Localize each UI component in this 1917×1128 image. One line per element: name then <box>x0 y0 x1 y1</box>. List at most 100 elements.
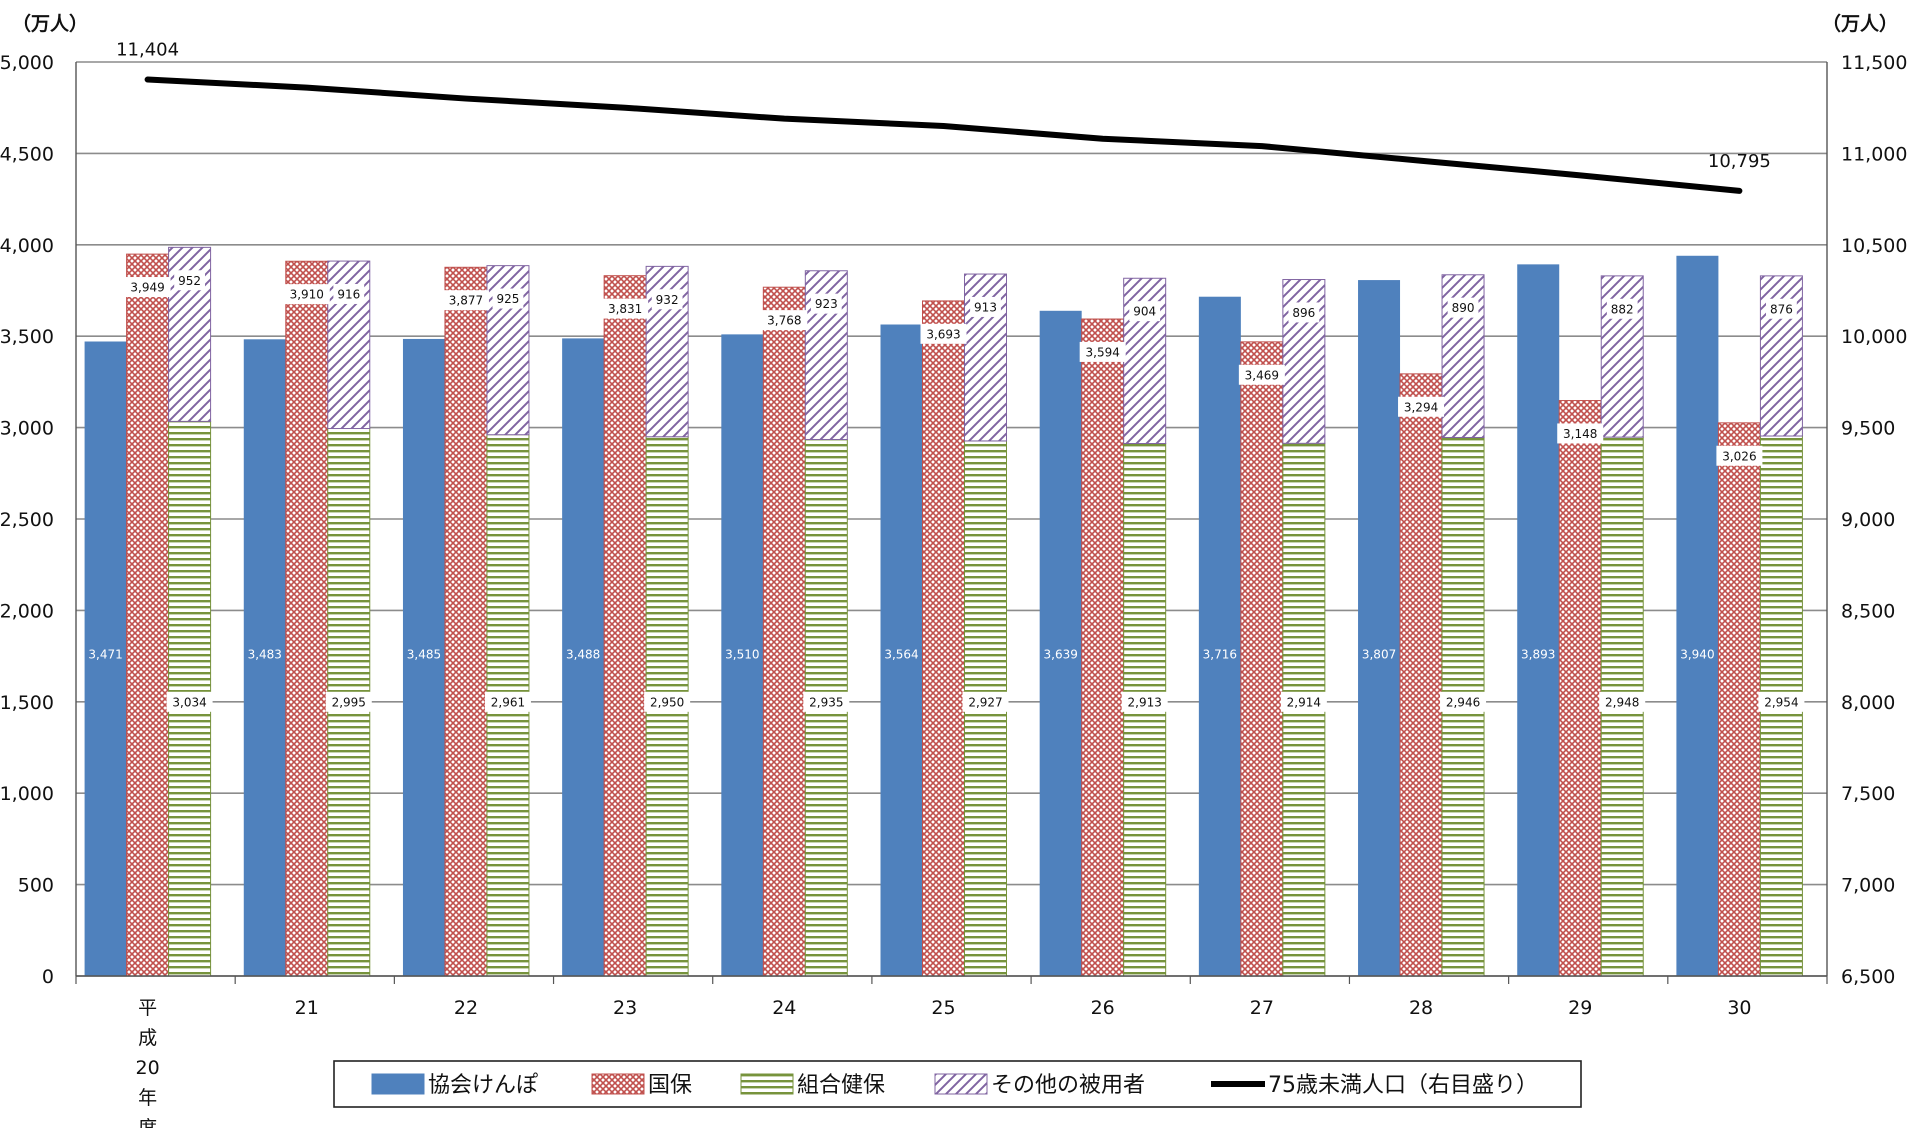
data-label-kokuho: 3,831 <box>608 302 642 316</box>
data-label-kyokai-kenpo: 3,893 <box>1521 647 1555 661</box>
data-label-sonota-hiyosha: 932 <box>656 293 679 307</box>
data-label-kumiai-kenpo: 2,927 <box>968 695 1002 709</box>
left-tick-label: 2,500 <box>0 509 54 531</box>
data-label-kumiai-kenpo: 2,935 <box>809 695 843 709</box>
bar-kokuho <box>444 266 488 977</box>
data-label-kumiai-kenpo: 2,948 <box>1605 695 1639 709</box>
x-tick-label: 平 <box>138 997 157 1019</box>
data-label-kokuho: 3,768 <box>767 314 801 328</box>
data-label-sonota-hiyosha-bg <box>1766 298 1797 319</box>
data-label-sonota-hiyosha: 952 <box>178 274 201 288</box>
right-tick-label: 10,000 <box>1841 326 1907 348</box>
data-label-kumiai-kenpo: 2,950 <box>650 695 684 709</box>
left-tick-label: 500 <box>18 875 54 897</box>
bar-kyokai-kenpo <box>84 341 127 976</box>
data-label-kokuho-bg <box>442 290 489 311</box>
data-label-sonota-hiyosha-bg <box>1288 302 1320 323</box>
data-label-kokuho: 3,949 <box>130 281 164 295</box>
x-tick-label: 27 <box>1250 997 1274 1019</box>
bar-kyokai-kenpo <box>880 324 923 976</box>
data-label-kumiai-kenpo: 2,913 <box>1128 695 1162 709</box>
legend-swatch-kumiai-kenpo <box>740 1073 794 1095</box>
left-tick-label: 3,500 <box>0 326 54 348</box>
data-label-sonota-hiyosha: 896 <box>1292 306 1315 320</box>
left-tick-label: 1,500 <box>0 692 54 714</box>
data-label-sonota-hiyosha: 925 <box>497 292 520 306</box>
left-tick-label: 1,000 <box>0 783 54 805</box>
bar-kyokai-kenpo <box>402 338 445 976</box>
data-label-kumiai-kenpo: 2,946 <box>1446 695 1480 709</box>
bar-kokuho <box>603 275 647 977</box>
data-label-kokuho-bg <box>602 298 649 319</box>
data-label-kumiai-kenpo-bg <box>325 691 372 712</box>
x-tick-label: 24 <box>772 997 796 1019</box>
left-tick-label: 2,000 <box>0 600 54 622</box>
bar-kyokai-kenpo <box>1358 280 1401 976</box>
data-label-kumiai-kenpo-bg <box>803 691 850 712</box>
data-label-kokuho: 3,693 <box>926 327 960 341</box>
right-tick-label: 6,500 <box>1841 966 1895 988</box>
right-tick-label: 11,500 <box>1841 52 1907 74</box>
x-tick-label: 29 <box>1568 997 1592 1019</box>
data-label-sonota-hiyosha-bg <box>810 293 842 314</box>
bar-kyokai-kenpo <box>562 338 605 977</box>
data-label-kokuho-bg <box>920 323 967 344</box>
left-tick-label: 3,000 <box>0 418 54 440</box>
data-label-sonota-hiyosha-bg <box>1447 297 1479 318</box>
data-label-kokuho-bg <box>1238 364 1285 385</box>
x-tick-label: 28 <box>1409 997 1433 1019</box>
legend-swatch-kyokai-kenpo <box>371 1073 425 1095</box>
data-label-kokuho: 3,026 <box>1722 449 1756 463</box>
data-label-sonota-hiyosha-bg <box>1606 298 1638 319</box>
bar-kyokai-kenpo <box>1676 255 1719 976</box>
x-tick-label: 22 <box>454 997 478 1019</box>
legend-swatch-kokuho <box>591 1073 645 1095</box>
population-last-label: 10,795 <box>1708 151 1771 172</box>
line-layer <box>144 76 1743 194</box>
bar-kokuho <box>762 286 806 977</box>
data-label-sonota-hiyosha-bg <box>174 270 205 291</box>
bar-kokuho <box>126 253 170 977</box>
data-label-sonota-hiyosha-bg <box>492 288 524 309</box>
data-label-kumiai-kenpo-bg <box>1121 691 1168 712</box>
bar-kokuho <box>285 260 329 977</box>
legend-swatch-sonota-hiyosha <box>934 1073 988 1095</box>
data-label-kokuho-bg <box>1716 445 1763 466</box>
data-label-sonota-hiyosha: 913 <box>974 300 997 314</box>
data-label-kokuho: 3,877 <box>449 294 483 308</box>
x-tick-label: 20 <box>135 1057 159 1079</box>
bar-kokuho <box>922 300 965 977</box>
data-label-kumiai-kenpo: 3,034 <box>172 695 206 709</box>
data-label-sonota-hiyosha: 876 <box>1770 302 1793 316</box>
data-label-sonota-hiyosha: 923 <box>815 297 838 311</box>
bar-kokuho <box>1717 422 1761 977</box>
data-label-kumiai-kenpo-bg <box>1599 691 1646 712</box>
data-label-sonota-hiyosha-bg <box>651 289 683 310</box>
data-label-kyokai-kenpo: 3,940 <box>1680 647 1714 661</box>
data-label-sonota-hiyosha: 890 <box>1452 301 1475 315</box>
right-axis-unit: （万人） <box>1822 12 1898 35</box>
x-tick-label: 度 <box>138 1117 157 1128</box>
legend-label: 75歳未満人口（右目盛り） <box>1268 1073 1538 1098</box>
data-label-kyokai-kenpo: 3,483 <box>248 647 282 661</box>
right-tick-label: 8,500 <box>1841 600 1895 622</box>
data-label-kumiai-kenpo-bg <box>1440 691 1487 712</box>
bar-kokuho <box>1558 400 1602 977</box>
left-tick-label: 0 <box>42 966 54 988</box>
data-label-sonota-hiyosha: 882 <box>1611 302 1634 316</box>
bar-kyokai-kenpo <box>243 339 286 976</box>
data-label-kumiai-kenpo-bg <box>962 691 1009 712</box>
data-label-sonota-hiyosha-bg <box>333 283 365 304</box>
data-label-kumiai-kenpo-bg <box>1758 691 1805 712</box>
data-label-kokuho: 3,594 <box>1086 345 1120 359</box>
right-tick-label: 10,500 <box>1841 235 1907 257</box>
data-label-sonota-hiyosha-bg <box>1129 301 1161 322</box>
data-label-kokuho-bg <box>1557 423 1604 444</box>
bar-kyokai-kenpo <box>721 334 764 976</box>
population-first-label: 11,404 <box>116 40 179 61</box>
data-label-kumiai-kenpo: 2,995 <box>332 695 366 709</box>
left-tick-label: 4,000 <box>0 235 54 257</box>
data-label-kokuho: 3,148 <box>1563 427 1597 441</box>
